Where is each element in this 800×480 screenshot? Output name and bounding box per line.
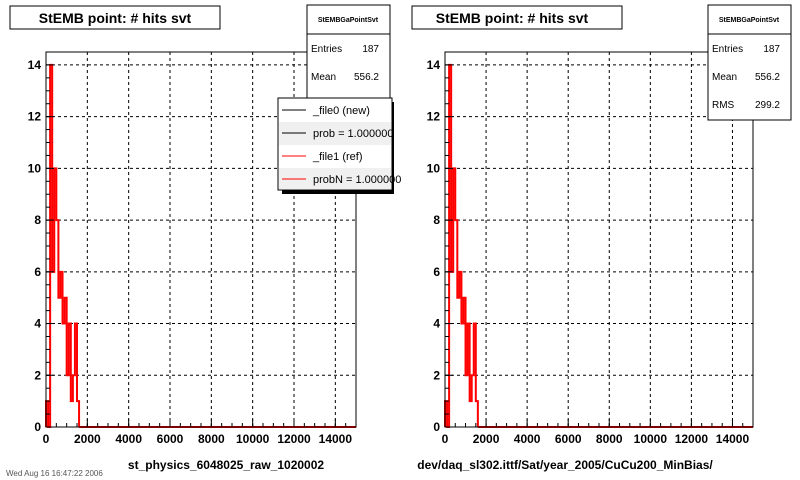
x-tick-label: 10000 bbox=[634, 432, 668, 446]
right-histogram-bars bbox=[444, 63, 753, 428]
right-stats-mean-value: 556.2 bbox=[755, 72, 780, 83]
y-tick-label: 4 bbox=[433, 317, 440, 331]
histogram-step-line bbox=[45, 63, 81, 428]
y-tick-label: 2 bbox=[433, 368, 440, 382]
y-tick-label: 0 bbox=[433, 420, 440, 434]
right-stats-box: StEMBGaPointSvt Entries 187 Mean 556.2 R… bbox=[707, 4, 792, 121]
y-tick-label: 12 bbox=[427, 110, 441, 124]
right-y-axis-ticks: 0 2 4 6 8 10 12 14 bbox=[427, 51, 453, 434]
histogram-step-line bbox=[444, 63, 479, 428]
x-tick-label: 14000 bbox=[716, 432, 750, 446]
left-stats-mean-value: 556.2 bbox=[354, 72, 379, 83]
x-tick-label: 8000 bbox=[596, 432, 623, 446]
left-x-axis-ticks: 0 2000 4000 6000 8000 10000 12000 14000 bbox=[43, 419, 357, 446]
y-tick-label: 8 bbox=[433, 213, 440, 227]
y-tick-label: 12 bbox=[28, 110, 42, 124]
y-tick-label: 14 bbox=[427, 58, 441, 72]
y-tick-label: 6 bbox=[34, 265, 41, 279]
right-stats-rms-value: 299.2 bbox=[755, 100, 780, 111]
y-tick-label: 14 bbox=[28, 58, 42, 72]
left-x-axis-label: st_physics_6048025_raw_1020002 bbox=[128, 458, 324, 472]
x-tick-label: 2000 bbox=[473, 432, 500, 446]
x-tick-label: 8000 bbox=[198, 432, 225, 446]
right-grid bbox=[445, 52, 753, 427]
right-plot-frame bbox=[444, 51, 754, 428]
legend-entry-file1: _file1 (ref) bbox=[312, 151, 363, 163]
right-chart-title: StEMB point: # hits svt bbox=[436, 10, 589, 26]
x-tick-label: 4000 bbox=[514, 432, 541, 446]
y-tick-label: 6 bbox=[433, 265, 440, 279]
right-stats-entries-value: 187 bbox=[763, 44, 780, 55]
left-stats-header: StEMBGaPointSvt bbox=[318, 17, 379, 24]
y-tick-label: 8 bbox=[34, 213, 41, 227]
right-x-axis-label: dev/daq_sl302.ittf/Sat/year_2005/CuCu200… bbox=[417, 458, 713, 472]
right-histogram-panel: StEMB point: # hits svt 0 2000 4000 6000 800… bbox=[411, 4, 792, 472]
x-tick-label: 2000 bbox=[74, 432, 101, 446]
y-tick-label: 10 bbox=[28, 161, 42, 175]
left-stats-entries-value: 187 bbox=[362, 44, 379, 55]
right-stats-header: StEMBGaPointSvt bbox=[719, 17, 780, 24]
x-tick-label: 6000 bbox=[555, 432, 582, 446]
right-title-box bbox=[411, 5, 623, 30]
left-chart-title: StEMB point: # hits svt bbox=[39, 10, 192, 26]
right-stats-entries-label: Entries bbox=[712, 44, 743, 55]
left-stats-mean-label: Mean bbox=[311, 72, 336, 83]
y-tick-label: 0 bbox=[34, 420, 41, 434]
x-tick-label: 0 bbox=[442, 432, 449, 446]
x-tick-label: 12000 bbox=[675, 432, 709, 446]
right-stats-mean-label: Mean bbox=[712, 72, 737, 83]
x-tick-label: 0 bbox=[43, 432, 50, 446]
x-tick-label: 12000 bbox=[277, 432, 311, 446]
legend-entry-file0: _file0 (new) bbox=[312, 105, 370, 117]
left-histogram-panel: StEMB point: # hits svt 0 2000 4000 6000 800… bbox=[9, 4, 401, 472]
y-tick-label: 10 bbox=[427, 161, 441, 175]
left-title-box bbox=[9, 5, 221, 30]
right-stats-rms-label: RMS bbox=[712, 100, 735, 111]
y-tick-label: 2 bbox=[34, 368, 41, 382]
legend-entry-prob: prob = 1.000000 bbox=[313, 128, 393, 140]
legend-entry-probn: probN = 1.000000 bbox=[313, 174, 401, 186]
y-tick-label: 4 bbox=[34, 317, 41, 331]
left-y-axis-ticks: 0 2 4 6 8 10 12 14 bbox=[28, 51, 54, 434]
x-tick-label: 6000 bbox=[157, 432, 184, 446]
left-stats-entries-label: Entries bbox=[311, 44, 342, 55]
right-x-axis-ticks: 0 2000 4000 6000 8000 10000 12000 14000 bbox=[442, 419, 754, 446]
x-tick-label: 4000 bbox=[115, 432, 142, 446]
x-tick-label: 14000 bbox=[319, 432, 353, 446]
x-tick-label: 10000 bbox=[236, 432, 270, 446]
footer-timestamp: Wed Aug 16 16:47:22 2006 bbox=[6, 469, 103, 478]
left-legend: _file0 (new) prob = 1.000000 _file1 (ref… bbox=[277, 97, 401, 194]
